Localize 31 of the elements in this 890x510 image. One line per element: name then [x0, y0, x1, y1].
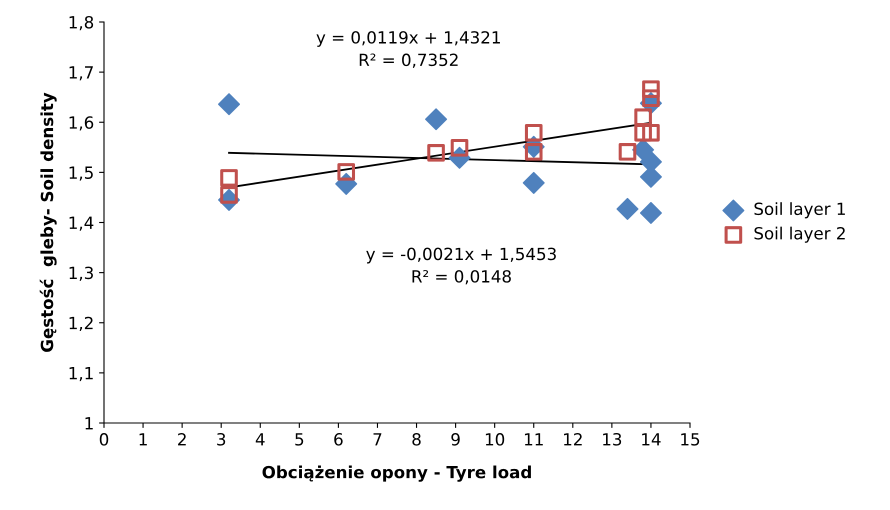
y-axis-title: Gęstość gleby- Soil density	[40, 92, 57, 352]
x-axis-title: Obciążenie opony - Tyre load	[262, 466, 531, 482]
y-tick-label: 1,2	[70, 316, 93, 332]
legend-label: Soil layer 2	[754, 226, 845, 243]
x-tick-label: 8	[412, 433, 421, 446]
y-tick-label: 1	[86, 417, 93, 430]
y-tick-label: 1,8	[70, 16, 94, 30]
y-tick-label: 1,6	[70, 116, 94, 131]
x-tick-label: 13	[603, 433, 622, 446]
y-tick-label: 1,3	[70, 266, 93, 281]
x-tick-label: 7	[374, 433, 382, 446]
legend-label: Soil layer 1	[754, 202, 845, 218]
y-tick-label: 1,7	[70, 66, 93, 80]
x-tick-label: 1	[140, 433, 147, 446]
x-tick-label: 5	[295, 433, 304, 446]
x-tick-label: 2	[178, 433, 186, 446]
y-tick-label: 1,4	[70, 216, 94, 231]
x-tick-label: 15	[681, 433, 700, 446]
x-tick-label: 9	[451, 433, 460, 446]
x-tick-label: 3	[217, 433, 226, 446]
x-tick-label: 12	[564, 433, 582, 446]
x-tick-label: 6	[334, 433, 343, 446]
x-tick-label: 11	[524, 433, 543, 446]
x-tick-label: 4	[256, 433, 265, 446]
x-tick-label: 14	[642, 433, 661, 446]
x-tick-label: 0	[100, 433, 108, 446]
annotation: y = -0,0021x + 1,5453 R² = 0,0148	[366, 248, 556, 284]
annotation: y = 0,0119x + 1,4321 R² = 0,7352	[316, 31, 500, 68]
y-tick-label: 1,5	[70, 166, 93, 181]
x-tick-label: 10	[486, 433, 504, 446]
y-tick-label: 1,1	[70, 367, 93, 382]
